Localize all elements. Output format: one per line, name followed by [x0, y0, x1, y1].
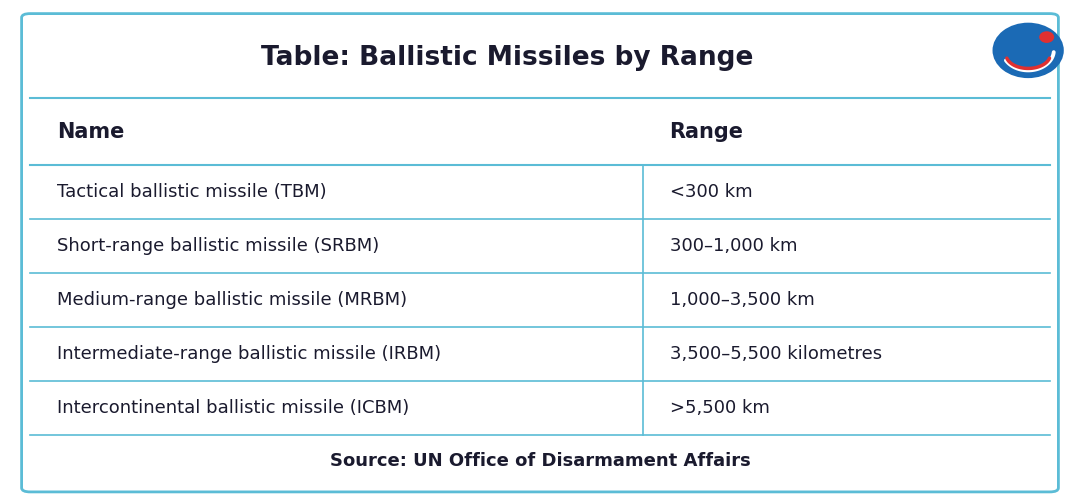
Text: 300–1,000 km: 300–1,000 km — [670, 237, 797, 255]
Text: 3,500–5,500 kilometres: 3,500–5,500 kilometres — [670, 345, 881, 363]
Text: Medium-range ballistic missile (MRBM): Medium-range ballistic missile (MRBM) — [57, 291, 407, 309]
Text: <300 km: <300 km — [670, 183, 753, 201]
Ellipse shape — [1039, 31, 1054, 43]
Text: Short-range ballistic missile (SRBM): Short-range ballistic missile (SRBM) — [57, 237, 379, 255]
Ellipse shape — [993, 23, 1064, 78]
Text: Tactical ballistic missile (TBM): Tactical ballistic missile (TBM) — [57, 183, 327, 201]
Text: Source: UN Office of Disarmament Affairs: Source: UN Office of Disarmament Affairs — [329, 453, 751, 470]
Text: Intermediate-range ballistic missile (IRBM): Intermediate-range ballistic missile (IR… — [57, 345, 442, 363]
Text: >5,500 km: >5,500 km — [670, 399, 769, 417]
Text: Table: Ballistic Missiles by Range: Table: Ballistic Missiles by Range — [261, 45, 754, 71]
Text: Intercontinental ballistic missile (ICBM): Intercontinental ballistic missile (ICBM… — [57, 399, 409, 417]
Text: 1,000–3,500 km: 1,000–3,500 km — [670, 291, 814, 309]
Text: Range: Range — [670, 122, 744, 142]
Text: Name: Name — [57, 122, 124, 142]
FancyBboxPatch shape — [22, 14, 1058, 492]
